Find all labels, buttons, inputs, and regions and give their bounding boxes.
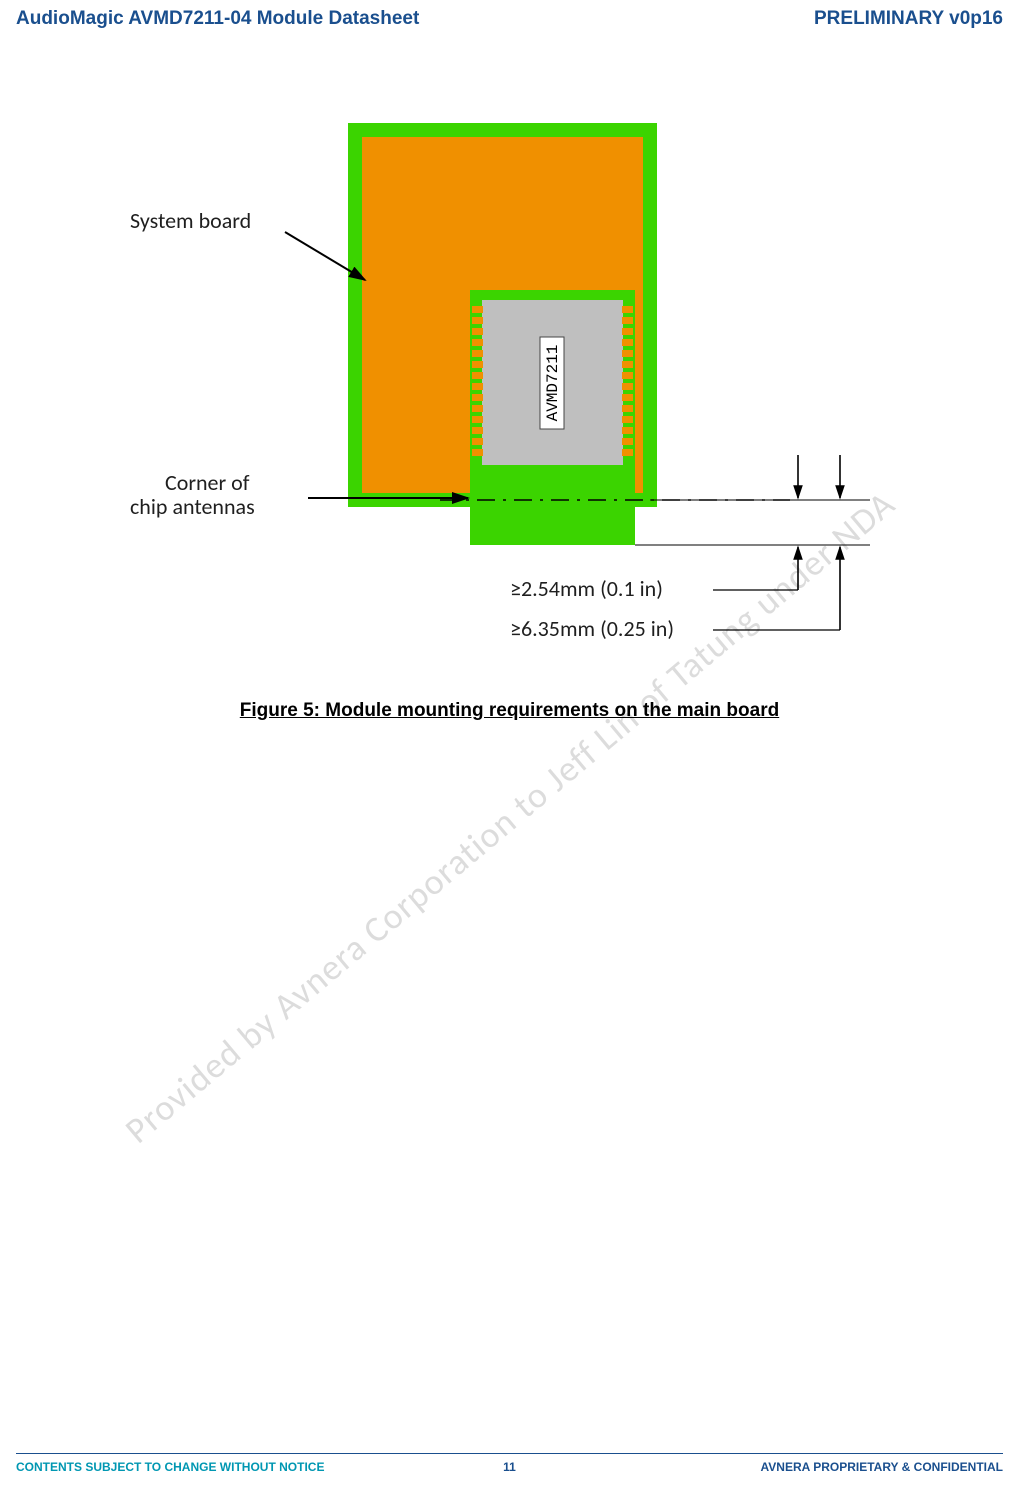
label-corner-2: chip antennas — [130, 493, 255, 520]
label-system-board: System board — [130, 207, 251, 234]
page-footer: CONTENTS SUBJECT TO CHANGE WITHOUT NOTIC… — [16, 1453, 1003, 1474]
footer-center-text: 11 — [16, 1460, 1003, 1474]
figure-diagram: AVMD7211 System board Corner of chip ant… — [90, 120, 920, 680]
header-title-left: AudioMagic AVMD7211-04 Module Datasheet — [16, 8, 419, 30]
figure-caption: Figure 5: Module mounting requirements o… — [0, 700, 1019, 722]
chip-label-text: AVMD7211 — [544, 345, 562, 422]
chip-label-group: AVMD7211 — [540, 337, 564, 429]
dim2-text: ≥6.35mm (0.25 in) — [510, 615, 674, 642]
header-title-right: PRELIMINARY v0p16 — [814, 8, 1003, 30]
header-right-text: PRELIMINARY v0p16 — [814, 8, 1003, 29]
header-left-text: AudioMagic AVMD7211-04 Module Datasheet — [16, 8, 419, 29]
label-corner-1: Corner of — [165, 469, 250, 496]
dim1-text: ≥2.54mm (0.1 in) — [510, 575, 663, 602]
